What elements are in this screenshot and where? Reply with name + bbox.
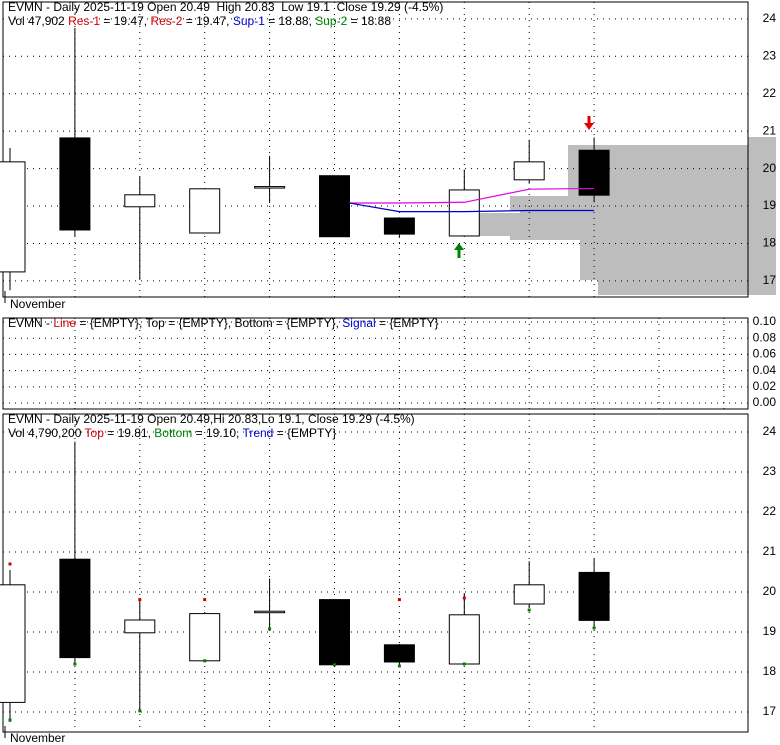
header-segment: Line — [53, 316, 76, 330]
candle-body — [189, 188, 221, 234]
y-tick-label: 24 — [763, 11, 777, 25]
y-tick-label: 17 — [763, 273, 777, 287]
header-segment: Sup-2 — [315, 14, 347, 28]
panel-frame — [2, 1, 749, 298]
x-tick-label: November — [10, 297, 65, 311]
y-tick-label: 0.02 — [753, 379, 777, 393]
panel-header: Vol 4,790,200 Top = 19.81, Bottom = 19.1… — [8, 426, 336, 440]
header-segment: = {EMPTY} — [376, 316, 439, 330]
candle-body — [383, 644, 415, 663]
header-segment: Bottom — [154, 426, 192, 440]
candle-body — [513, 584, 545, 605]
header-segment: = {EMPTY}, Top = {EMPTY}, Bottom = {EMPT… — [76, 316, 342, 330]
candle-body — [0, 161, 26, 273]
header-segment: = 19.47, — [182, 14, 232, 28]
y-tick-label: 0.06 — [753, 347, 777, 361]
volume-profile — [475, 137, 776, 295]
signal-up-arrow — [454, 243, 464, 258]
marker-dot — [8, 718, 12, 722]
marker-dot — [138, 709, 142, 713]
marker-dot — [527, 608, 531, 612]
candle-body — [448, 614, 480, 665]
panel-frame — [2, 413, 749, 733]
y-tick-label: 21 — [763, 544, 777, 558]
y-tick-label: 0.04 — [753, 363, 777, 377]
header-segment: Vol 4,790,200 — [8, 426, 85, 440]
x-tick-label: November — [10, 731, 65, 745]
marker-dot — [8, 562, 12, 566]
header-segment: EVMN - Daily 2025-11-19 Open 20.49 High … — [8, 0, 443, 14]
y-tick-label: 21 — [763, 123, 777, 137]
panel-header: EVMN - Daily 2025-11-19 Open 20.49 High … — [8, 0, 443, 14]
marker-dot — [397, 598, 401, 602]
y-tick-label: 18 — [763, 236, 777, 250]
candle-body — [254, 610, 286, 614]
marker-dot — [462, 596, 466, 600]
header-segment: Sup-1 — [233, 14, 265, 28]
y-tick-label: 0.08 — [753, 330, 777, 344]
header-segment: = 19.10, — [192, 426, 242, 440]
candle-body — [319, 175, 350, 238]
candle-body — [578, 149, 610, 196]
header-segment: Res-1 — [68, 14, 100, 28]
header-segment: = 19.81, — [104, 426, 154, 440]
y-tick-label: 0.00 — [753, 395, 777, 409]
marker-dot — [462, 662, 466, 666]
panel-header: EVMN - Line = {EMPTY}, Top = {EMPTY}, Bo… — [8, 316, 439, 330]
indicator-line — [349, 187, 595, 204]
header-segment: Vol 47,902 — [8, 14, 68, 28]
y-tick-label: 24 — [763, 424, 777, 438]
candle-body — [59, 558, 91, 659]
y-tick-label: 22 — [763, 504, 777, 518]
y-tick-label: 22 — [763, 86, 777, 100]
marker-dot — [397, 664, 401, 668]
candle-body — [124, 194, 156, 208]
panel-header: EVMN - Daily 2025-11-19 Open 20.49,Hi 20… — [8, 412, 415, 426]
y-tick-label: 19 — [763, 198, 777, 212]
candle-body — [0, 584, 26, 703]
y-tick-label: 20 — [763, 584, 777, 598]
candle-body — [578, 571, 610, 621]
marker-dot — [138, 598, 142, 602]
header-segment: Res-2 — [150, 14, 182, 28]
y-tick-label: 18 — [763, 664, 777, 678]
header-segment: Trend — [242, 426, 273, 440]
signal-down-arrow — [584, 116, 594, 130]
y-tick-label: 23 — [763, 48, 777, 62]
candle-body — [254, 186, 286, 189]
marker-dot — [203, 598, 207, 602]
candle-body — [448, 189, 480, 237]
y-tick-label: 0.10 — [753, 314, 777, 328]
header-segment: Signal — [342, 316, 375, 330]
panel-frame — [2, 317, 749, 410]
candle-body — [124, 619, 156, 634]
y-tick-label: 17 — [763, 704, 777, 718]
header-segment: = 19.47, — [100, 14, 150, 28]
y-tick-label: 23 — [763, 464, 777, 478]
marker-dot — [203, 659, 207, 663]
marker-dot — [592, 626, 596, 630]
candle-body — [189, 613, 221, 662]
header-segment: = {EMPTY} — [273, 426, 336, 440]
y-tick-label: 20 — [763, 161, 777, 175]
marker-dot — [333, 663, 336, 667]
y-tick-label: 19 — [763, 624, 777, 638]
candle-body — [59, 137, 91, 231]
panel-header: Vol 47,902 Res-1 = 19.47, Res-2 = 19.47,… — [8, 14, 391, 28]
candle-body — [513, 161, 545, 181]
header-segment: = 18.88, — [265, 14, 315, 28]
marker-dot — [73, 662, 77, 666]
candle-body — [383, 217, 415, 235]
header-segment: Top — [85, 426, 105, 440]
indicator-line — [349, 202, 595, 213]
header-segment: EVMN - Daily 2025-11-19 Open 20.49,Hi 20… — [8, 412, 415, 426]
header-segment: = 18.88 — [347, 14, 391, 28]
marker-dot — [268, 627, 272, 631]
candle-body — [319, 599, 350, 666]
header-segment: EVMN - — [8, 316, 53, 330]
